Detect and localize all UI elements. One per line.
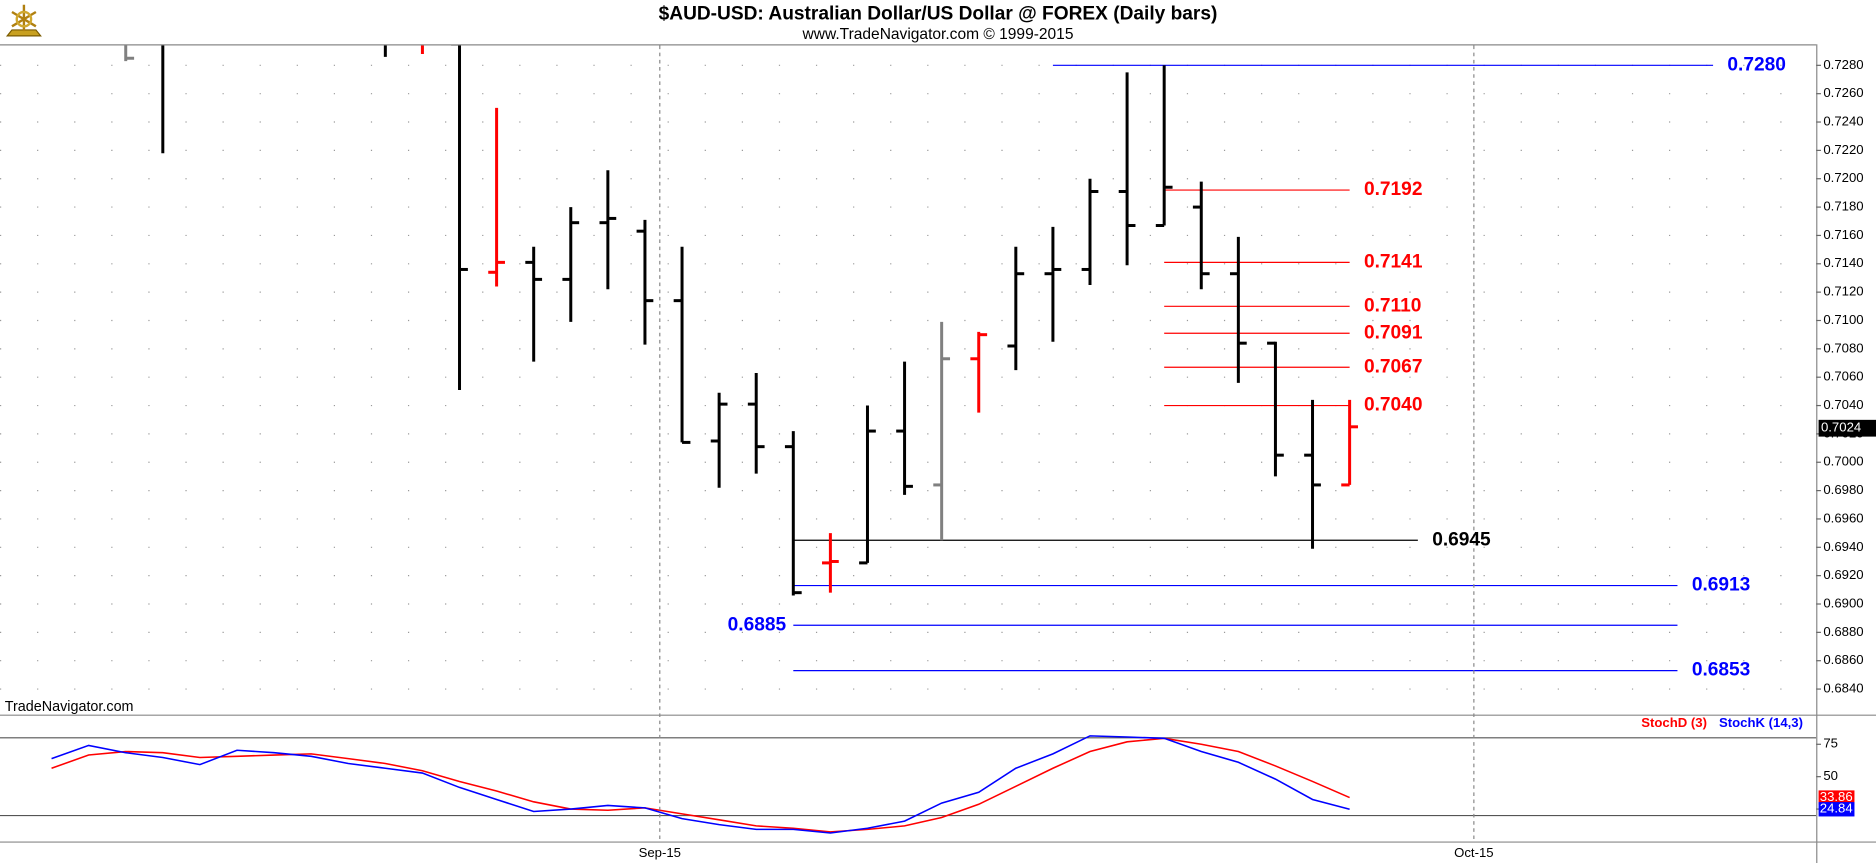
y-tick-label: 0.7120 <box>1823 284 1863 299</box>
y-tick-label: 0.6880 <box>1823 624 1863 639</box>
y-tick-label: 0.7220 <box>1823 142 1863 157</box>
price-level-label: 0.6885 <box>728 614 787 635</box>
price-level-label: 0.7192 <box>1364 179 1422 200</box>
price-level-label: 0.7040 <box>1364 395 1422 416</box>
last-price-box <box>1818 419 1876 437</box>
y-tick-label: 50 <box>1823 768 1838 783</box>
stoch-line <box>51 735 1350 834</box>
y-tick-label: 0.6860 <box>1823 652 1863 667</box>
price-panel <box>0 45 1817 690</box>
axes: 0.6840 0.6860 0.6880 0.6900 0.6920 0.6940 0.69… <box>639 45 1876 860</box>
y-tick-label: 75 <box>1823 736 1838 751</box>
y-tick-label: 0.7000 <box>1823 454 1863 469</box>
y-tick-label: 0.6980 <box>1823 482 1863 497</box>
legend-entry: StochK (14,3) <box>1719 716 1803 731</box>
chart-title: $AUD-USD: Australian Dollar/US Dollar @ … <box>659 3 1218 24</box>
stoch-line <box>51 737 1350 833</box>
price-level-label: 0.7110 <box>1364 295 1421 316</box>
y-tick-label: 0.6960 <box>1823 510 1863 525</box>
chart-subtitle: www.TradeNavigator.com © 1999-2015 <box>802 26 1074 43</box>
y-tick-label: 0.7260 <box>1823 85 1863 100</box>
last-value-label: 24.84 <box>1820 801 1853 816</box>
x-tick-label: Oct-15 <box>1454 845 1493 860</box>
y-tick-label: 0.7100 <box>1823 312 1863 327</box>
y-tick-label: 0.6900 <box>1823 595 1863 610</box>
y-tick-label: 0.7240 <box>1823 113 1863 128</box>
price-level-label: 0.7067 <box>1364 356 1422 377</box>
price-level-label: 0.6913 <box>1692 575 1750 596</box>
y-tick-label: 0.7060 <box>1823 369 1863 384</box>
last-value-label: 33.86 <box>1820 789 1853 804</box>
y-tick-label: 0.7200 <box>1823 170 1863 185</box>
price-level-label: 0.7091 <box>1364 322 1423 343</box>
x-tick-label: Sep-15 <box>639 845 681 860</box>
price-level-label: 0.6945 <box>1432 529 1491 550</box>
y-tick-label: 0.7140 <box>1823 255 1863 270</box>
y-tick-label: 0.7180 <box>1823 199 1863 214</box>
y-tick-label: 0.6840 <box>1823 681 1863 696</box>
y-tick-label: 0.6920 <box>1823 567 1863 582</box>
y-tick-label: 0.7080 <box>1823 340 1863 355</box>
last-value-box <box>1818 790 1855 805</box>
stoch-panel <box>0 735 1817 834</box>
y-tick-label: 0.7280 <box>1823 57 1863 72</box>
y-tick-label: 0.7040 <box>1823 397 1863 412</box>
legend-entry: StochD (3) <box>1641 716 1707 731</box>
price-level-label: 0.7280 <box>1727 54 1785 75</box>
last-value-box <box>1818 802 1855 817</box>
price-level-label: 0.7141 <box>1364 251 1423 272</box>
last-price-label: 0.7024 <box>1821 420 1861 435</box>
price-level-label: 0.6853 <box>1692 660 1750 681</box>
legend: StochD (3) StochK (14,3) <box>1641 716 1803 731</box>
y-tick-label: 0.6940 <box>1823 539 1863 554</box>
y-tick-label: 0.7160 <box>1823 227 1863 242</box>
watermark: TradeNavigator.com <box>5 699 134 715</box>
logo <box>5 4 42 37</box>
